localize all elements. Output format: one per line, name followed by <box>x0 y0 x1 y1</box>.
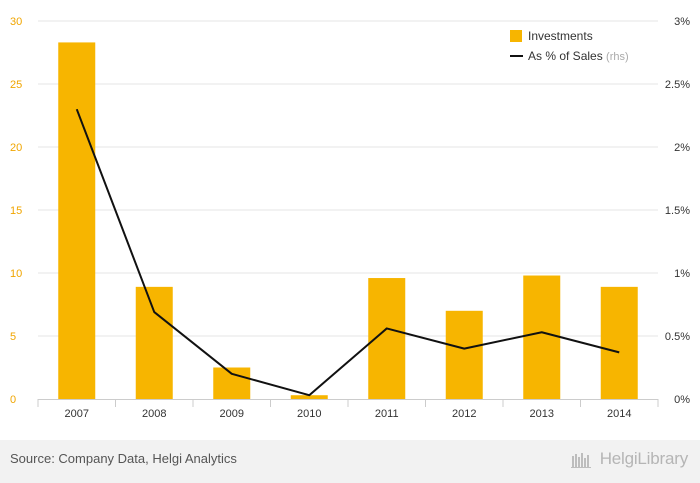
chart: 0 0% 5 0.5% 10 1% 15 1.5% 20 2% 25 2.5% 30 3% 2007 2008… <box>10 16 690 420</box>
y-right-tick-label: 0.5% <box>665 331 690 343</box>
x-tick-label: 2011 <box>375 408 399 420</box>
y-left-tick-label: 5 <box>10 331 16 343</box>
legend-swatch-investments <box>510 30 522 42</box>
brand-logo: HelgiLibrary <box>570 449 689 469</box>
bar <box>290 395 328 399</box>
y-left-tick-label: 25 <box>10 79 22 91</box>
brand-name: HelgiLibrary <box>599 449 689 468</box>
legend-label-percent-sales: As % of Sales (rhs) <box>528 49 629 63</box>
x-tick-label: 2010 <box>297 408 321 420</box>
x-tick-label: 2008 <box>142 408 166 420</box>
library-icon <box>570 452 591 468</box>
x-tick-label: 2012 <box>452 408 476 420</box>
y-right-tick-label: 3% <box>674 16 690 28</box>
x-tick-label: 2007 <box>65 408 89 420</box>
y-right-tick-label: 2% <box>674 142 690 154</box>
bar <box>58 42 96 400</box>
bar <box>135 286 173 399</box>
x-tick-label: 2009 <box>220 408 244 420</box>
legend: Investments As % of Sales (rhs) <box>510 29 629 63</box>
x-tick-label: 2013 <box>530 408 554 420</box>
y-left-tick-label: 10 <box>10 268 22 280</box>
bar <box>523 275 561 399</box>
axes: 0 0% 5 0.5% 10 1% 15 1.5% 20 2% 25 2.5% 30 3% 2007 2008… <box>10 16 690 420</box>
y-left-tick-label: 30 <box>10 16 22 28</box>
bar <box>445 310 483 399</box>
legend-rhs-note: (rhs) <box>606 51 629 63</box>
chart-svg: 0 0% 5 0.5% 10 1% 15 1.5% 20 2% 25 2.5% 30 3% 2007 2008… <box>10 16 690 420</box>
bar <box>600 286 638 399</box>
y-right-tick-label: 1% <box>674 268 690 280</box>
footer: Source: Company Data, Helgi Analytics He… <box>0 440 700 483</box>
source-note: Source: Company Data, Helgi Analytics <box>10 451 237 466</box>
line-series <box>75 108 620 397</box>
x-tick-label: 2014 <box>607 408 631 420</box>
grid <box>38 20 658 337</box>
bars <box>58 42 638 400</box>
legend-label-investments: Investments <box>528 29 593 43</box>
y-left-tick-label: 15 <box>10 205 22 217</box>
y-right-tick-label: 0% <box>674 394 690 406</box>
bar <box>213 367 251 399</box>
y-left-tick-label: 0 <box>10 394 16 406</box>
line-percent-of-sales <box>75 108 620 397</box>
y-right-tick-label: 2.5% <box>665 79 690 91</box>
y-right-tick-label: 1.5% <box>665 205 690 217</box>
y-left-tick-label: 20 <box>10 142 22 154</box>
